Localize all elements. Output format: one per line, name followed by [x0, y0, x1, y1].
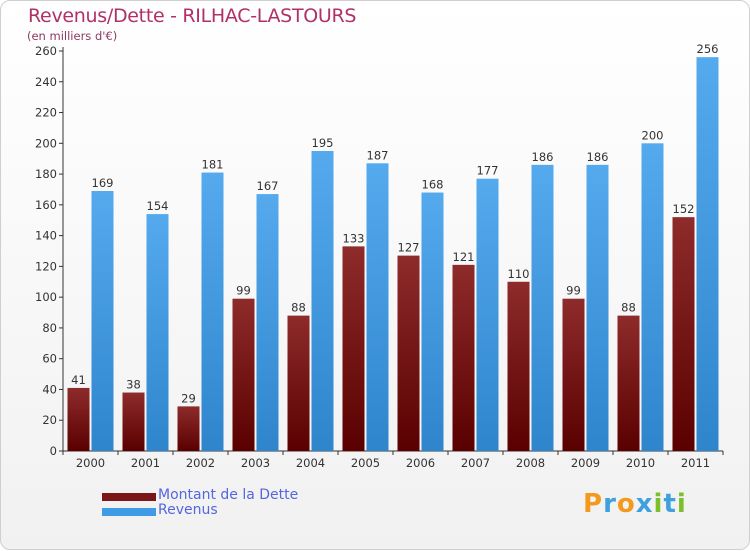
- data-label-debt: 99: [236, 284, 251, 298]
- bar-debt: [562, 298, 585, 451]
- x-tick-label: 2003: [241, 456, 270, 470]
- bar-revenue: [311, 151, 334, 451]
- y-tick-label: 240: [35, 75, 57, 89]
- logo-letter: o: [616, 489, 636, 519]
- bar-debt: [617, 315, 640, 451]
- data-label-revenue: 181: [202, 158, 224, 172]
- data-label-revenue: 167: [257, 179, 279, 193]
- bar-debt: [67, 387, 90, 451]
- bar-debt: [122, 392, 145, 451]
- chart-subtitle: (en milliers d'€): [27, 29, 118, 43]
- logo-letter: t: [663, 489, 677, 519]
- y-tick-label: 100: [35, 290, 57, 304]
- legend-label-revenue: Revenus: [158, 502, 218, 518]
- bar-revenue: [366, 163, 389, 452]
- data-label-debt: 38: [126, 378, 141, 392]
- x-tick-label: 2000: [76, 456, 105, 470]
- logo-letter: i: [676, 489, 687, 519]
- data-label-revenue: 195: [312, 136, 334, 150]
- legend-label-debt: Montant de la Dette: [158, 487, 299, 503]
- logo-letter: x: [635, 489, 654, 519]
- bar-debt: [177, 406, 200, 451]
- y-tick-label: 120: [35, 259, 57, 273]
- data-label-debt: 127: [398, 241, 420, 255]
- x-tick-label: 2007: [461, 456, 490, 470]
- data-label-debt: 121: [453, 250, 475, 264]
- data-label-revenue: 186: [532, 150, 554, 164]
- bar-revenue: [696, 57, 719, 452]
- y-tick-label: 260: [35, 44, 57, 58]
- data-label-debt: 152: [673, 202, 695, 216]
- data-label-debt: 99: [566, 284, 581, 298]
- x-tick-label: 2006: [406, 456, 435, 470]
- bar-revenue: [531, 164, 554, 451]
- y-tick-label: 40: [42, 382, 57, 396]
- x-tick-label: 2005: [351, 456, 380, 470]
- data-label-revenue: 200: [642, 128, 664, 142]
- data-label-debt: 29: [181, 391, 196, 405]
- data-label-revenue: 186: [587, 150, 609, 164]
- bar-revenue: [91, 191, 114, 451]
- bar-revenue: [421, 192, 444, 452]
- x-tick-label: 2009: [571, 456, 600, 470]
- y-tick-label: 200: [35, 136, 57, 150]
- data-label-debt: 88: [291, 301, 306, 315]
- logo-letter: i: [653, 489, 664, 519]
- data-label-revenue: 187: [367, 148, 389, 162]
- y-tick-label: 160: [35, 198, 57, 212]
- bar-debt: [507, 281, 530, 451]
- y-axis: 0 20 40 60 80 100 120 140 160 180 200 220 240 260: [35, 44, 64, 458]
- data-labels: 41 169 38 154 29 181 99 167 88 195 133 187 127 168 121…: [71, 42, 718, 405]
- chart-title: Revenus/Dette - RILHAC-LASTOURS: [28, 5, 357, 27]
- x-tick-label: 2008: [516, 456, 545, 470]
- x-tick-label: 2004: [296, 456, 325, 470]
- y-tick-label: 20: [42, 413, 57, 427]
- data-label-debt: 88: [621, 301, 636, 315]
- data-label-revenue: 168: [422, 178, 444, 192]
- bar-debt: [672, 217, 695, 451]
- logo-letter: r: [603, 489, 617, 519]
- legend-swatch-revenue: [102, 508, 156, 516]
- bar-revenue: [201, 172, 224, 452]
- data-label-debt: 133: [343, 231, 365, 245]
- data-label-revenue: 169: [92, 176, 114, 190]
- y-tick-label: 60: [42, 352, 57, 366]
- bars: [67, 57, 719, 452]
- bar-debt: [452, 264, 475, 451]
- legend-swatch-debt: [102, 493, 156, 501]
- data-label-revenue: 154: [147, 199, 169, 213]
- data-label-debt: 41: [71, 373, 86, 387]
- bar-debt: [287, 315, 310, 451]
- data-label-debt: 110: [508, 267, 530, 281]
- bar-debt: [342, 246, 365, 451]
- y-tick-label: 0: [50, 444, 57, 458]
- bar-revenue: [586, 164, 609, 451]
- logo-letter: P: [583, 489, 604, 519]
- data-label-revenue: 177: [477, 164, 499, 178]
- bar-revenue: [476, 178, 499, 451]
- x-tick-label: 2001: [131, 456, 160, 470]
- bar-revenue: [256, 194, 279, 452]
- y-tick-label: 140: [35, 229, 57, 243]
- bar-debt: [232, 298, 255, 451]
- x-tick-label: 2011: [681, 456, 710, 470]
- y-tick-label: 220: [35, 106, 57, 120]
- bar-revenue: [641, 143, 664, 452]
- x-axis: 2000 2001 2002 2003 2004 2005 2006 2007 2008 2009…: [62, 450, 724, 470]
- data-label-revenue: 256: [697, 42, 719, 56]
- bar-debt: [397, 255, 420, 451]
- x-tick-label: 2002: [186, 456, 215, 470]
- y-tick-label: 80: [42, 321, 57, 335]
- proxiti-logo: Proxiti: [583, 489, 687, 519]
- bar-revenue: [146, 214, 169, 451]
- x-tick-label: 2010: [626, 456, 655, 470]
- y-tick-label: 180: [35, 167, 57, 181]
